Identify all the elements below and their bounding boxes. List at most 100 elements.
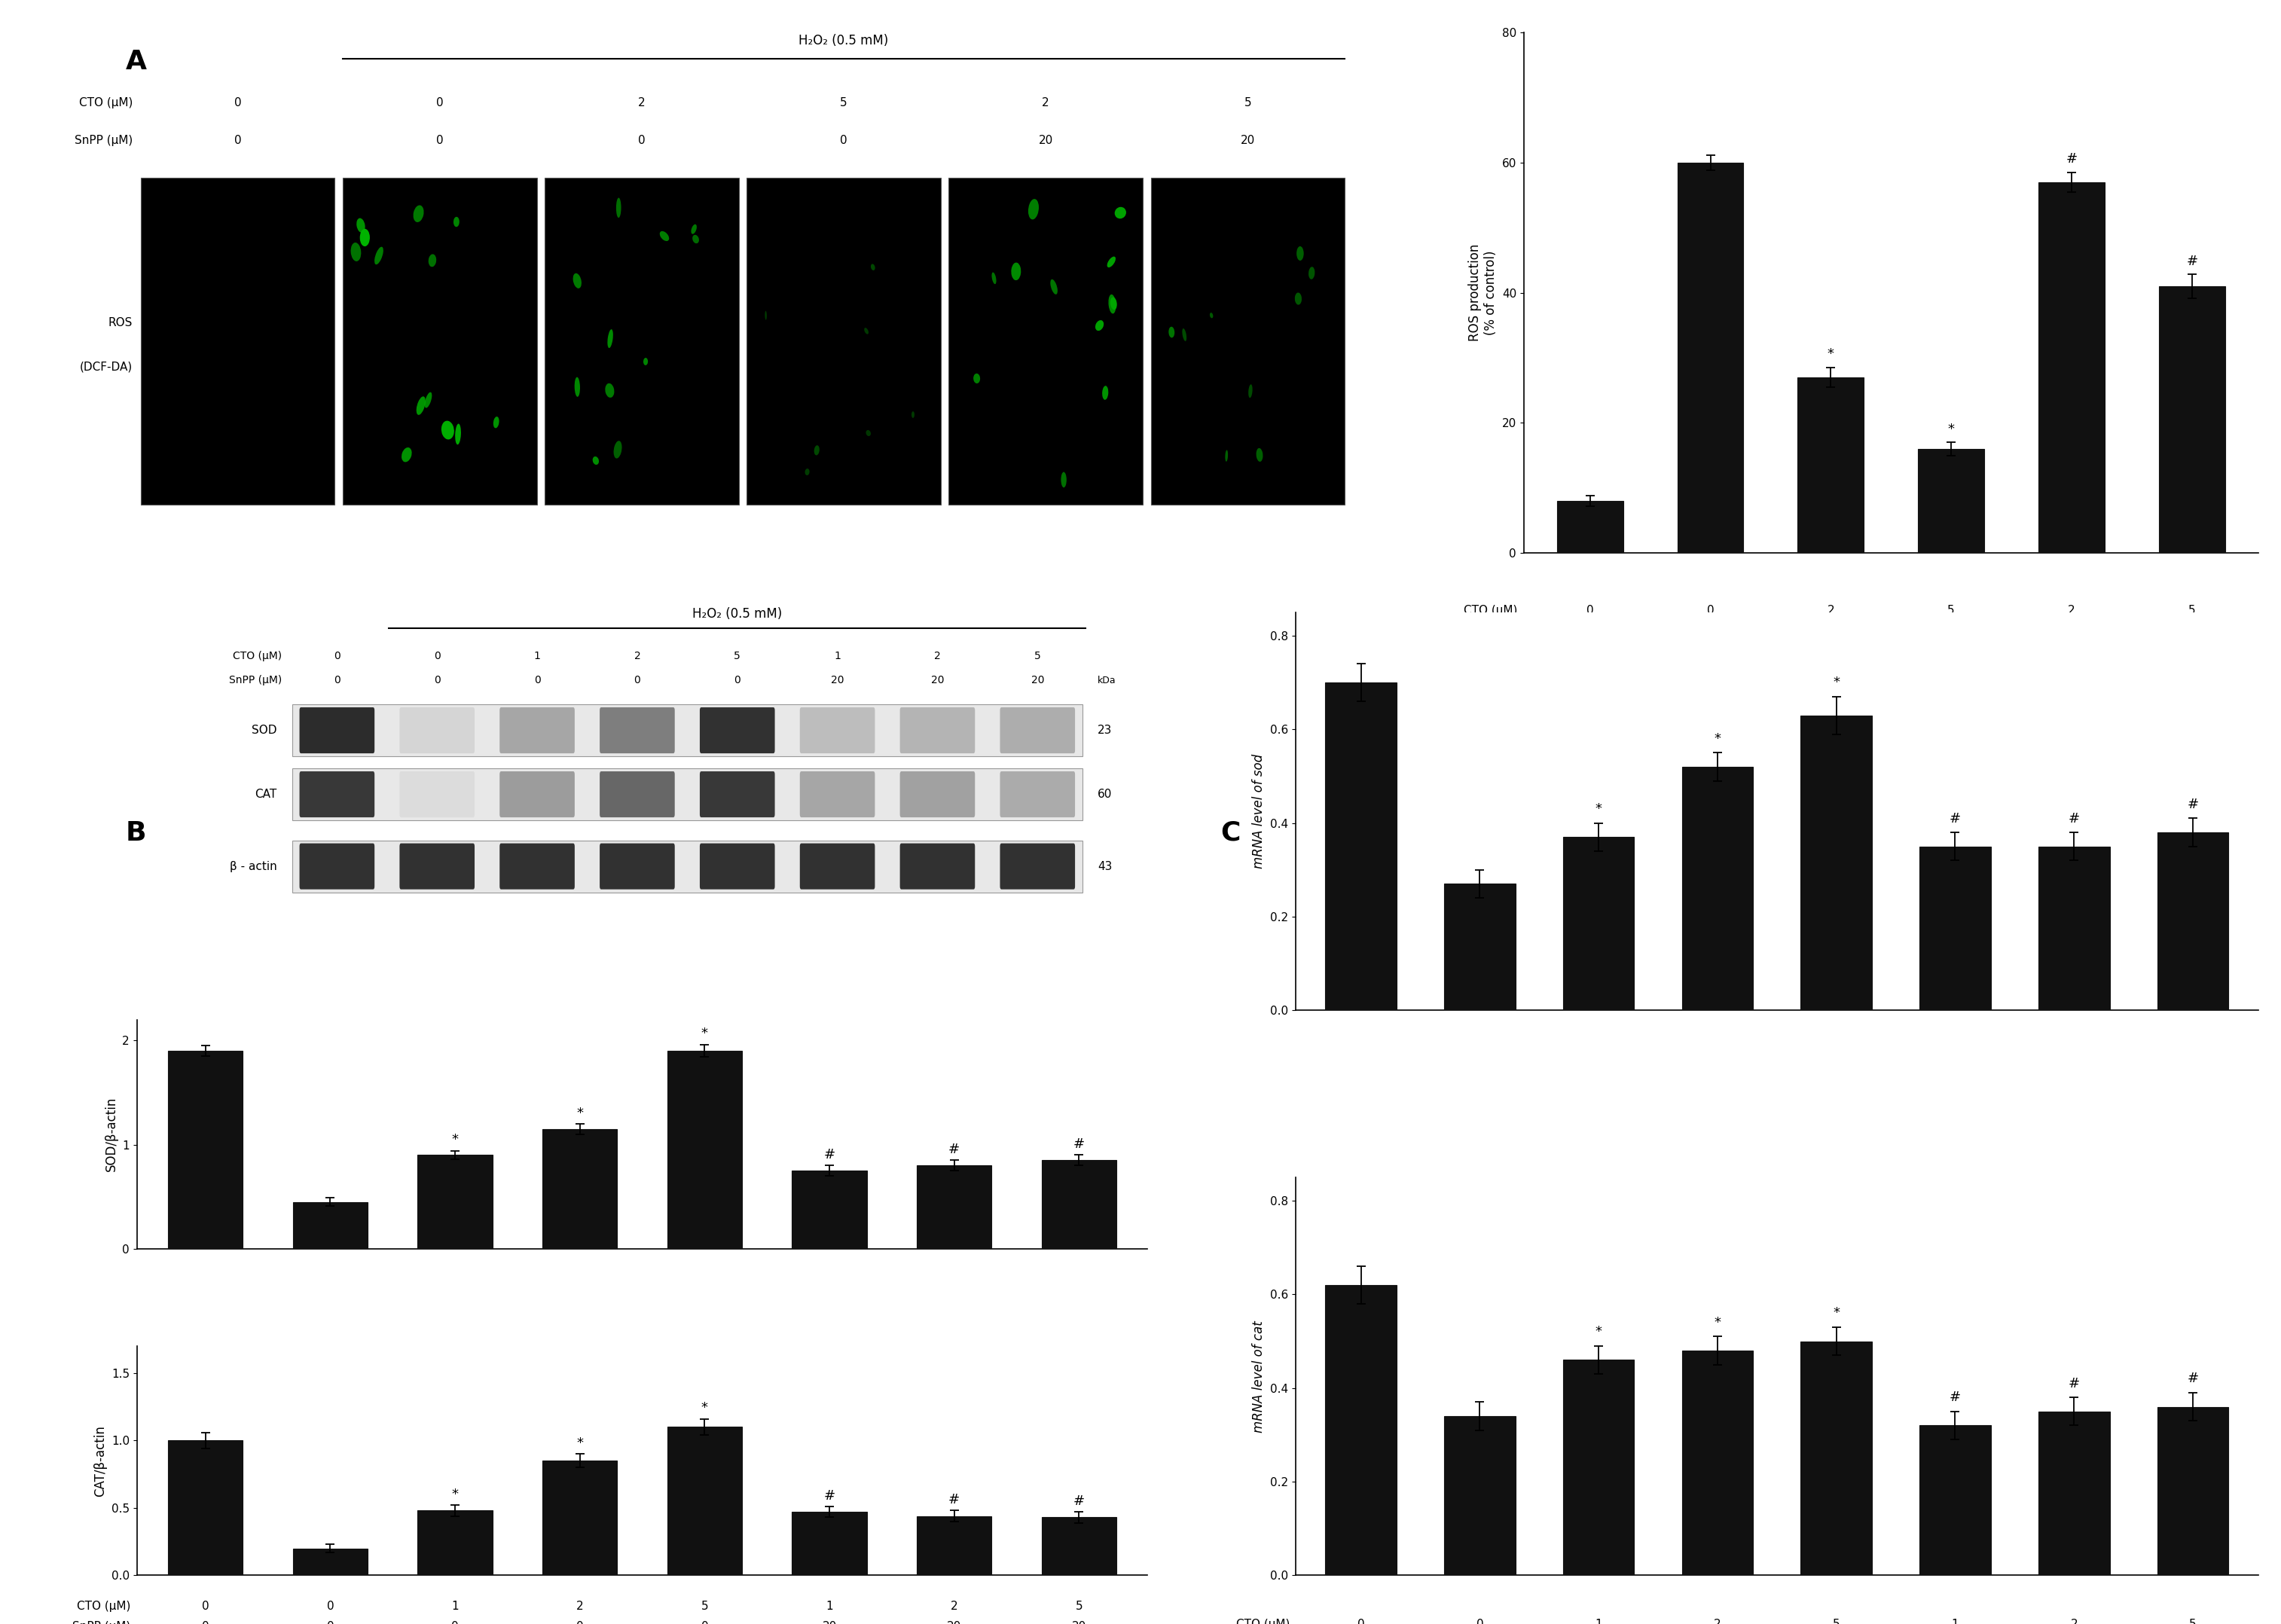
Text: *: *: [577, 1436, 584, 1450]
Bar: [1444, 883, 1515, 1010]
Text: 5: 5: [700, 1601, 707, 1611]
Text: 0: 0: [436, 135, 443, 146]
Bar: [1800, 715, 1873, 1010]
FancyBboxPatch shape: [901, 771, 974, 817]
Text: #: #: [1950, 1390, 1962, 1405]
Text: 0: 0: [333, 651, 340, 661]
Text: 1: 1: [835, 651, 842, 661]
Bar: [1558, 500, 1624, 554]
Text: 0: 0: [839, 135, 846, 146]
Text: 23: 23: [1097, 724, 1113, 736]
Ellipse shape: [1209, 313, 1213, 318]
Ellipse shape: [871, 265, 876, 270]
Ellipse shape: [1225, 450, 1227, 461]
Bar: [1325, 682, 1396, 1010]
Ellipse shape: [1106, 257, 1115, 268]
Text: #: #: [1950, 812, 1962, 825]
Text: 0: 0: [1827, 646, 1834, 658]
Text: 2: 2: [2069, 606, 2076, 617]
Text: 0: 0: [235, 135, 242, 146]
Text: 0: 0: [333, 676, 340, 685]
Text: #: #: [2187, 797, 2199, 810]
Text: 0: 0: [734, 676, 741, 685]
Text: *: *: [1713, 732, 1720, 745]
Text: 2: 2: [1042, 97, 1049, 109]
Text: 0: 0: [452, 1621, 458, 1624]
FancyBboxPatch shape: [801, 771, 876, 817]
Ellipse shape: [912, 411, 915, 417]
Text: 0: 0: [577, 1621, 584, 1624]
Text: 20: 20: [2185, 646, 2199, 658]
Ellipse shape: [867, 430, 871, 437]
Text: #: #: [2069, 1377, 2080, 1390]
FancyBboxPatch shape: [700, 708, 776, 754]
Text: #: #: [949, 1492, 960, 1507]
FancyBboxPatch shape: [801, 708, 876, 754]
Bar: [1562, 1359, 1633, 1575]
Ellipse shape: [1257, 448, 1264, 461]
Text: 0: 0: [1948, 646, 1955, 658]
Text: #: #: [823, 1489, 835, 1502]
Ellipse shape: [413, 205, 424, 222]
Text: 5: 5: [734, 651, 741, 661]
FancyBboxPatch shape: [299, 708, 374, 754]
Text: *: *: [700, 1402, 707, 1415]
FancyBboxPatch shape: [901, 843, 974, 890]
Text: H₂O₂ (0.5 mM): H₂O₂ (0.5 mM): [1850, 729, 1932, 741]
Text: 0: 0: [1706, 646, 1713, 658]
Text: 2: 2: [935, 651, 940, 661]
Ellipse shape: [864, 328, 869, 335]
Bar: [1444, 1416, 1515, 1575]
Text: 20: 20: [1038, 135, 1054, 146]
Text: *: *: [1834, 676, 1841, 690]
Bar: [1921, 1426, 1991, 1575]
Text: 20: 20: [1072, 1621, 1086, 1624]
Y-axis label: ROS production
(% of control): ROS production (% of control): [1469, 244, 1499, 341]
Bar: [1150, 177, 1344, 505]
Ellipse shape: [351, 242, 360, 261]
Bar: [917, 1166, 992, 1249]
Text: #: #: [1074, 1137, 1086, 1151]
Text: 0: 0: [1357, 1619, 1364, 1624]
Bar: [666, 1051, 741, 1249]
Bar: [417, 1510, 493, 1575]
Text: CTO (μM): CTO (μM): [1464, 606, 1517, 617]
Ellipse shape: [1296, 292, 1302, 305]
Text: #: #: [2067, 153, 2078, 166]
Text: 0: 0: [634, 676, 641, 685]
FancyBboxPatch shape: [600, 708, 675, 754]
Text: *: *: [452, 1134, 458, 1147]
Ellipse shape: [454, 218, 458, 227]
Text: 1: 1: [1953, 1619, 1959, 1624]
Ellipse shape: [1296, 247, 1305, 260]
Bar: [2158, 286, 2224, 554]
Ellipse shape: [992, 273, 997, 284]
Text: 0: 0: [201, 1621, 210, 1624]
Text: SOD: SOD: [251, 724, 276, 736]
Ellipse shape: [974, 374, 981, 383]
Bar: [2039, 182, 2105, 554]
Bar: [792, 1512, 867, 1575]
Text: 1: 1: [452, 1601, 458, 1611]
Ellipse shape: [1061, 473, 1068, 487]
Bar: [1800, 1341, 1873, 1575]
Ellipse shape: [643, 357, 648, 365]
Bar: [292, 1548, 367, 1575]
Bar: [292, 768, 1083, 820]
Ellipse shape: [693, 235, 698, 244]
Text: 20: 20: [1031, 676, 1045, 685]
Text: 5: 5: [2190, 1619, 2197, 1624]
Text: CTO (μM): CTO (μM): [1236, 1619, 1289, 1624]
Bar: [1325, 1285, 1396, 1575]
Y-axis label: mRNA level of sod: mRNA level of sod: [1252, 754, 1266, 869]
Text: 2: 2: [634, 651, 641, 661]
Text: 5: 5: [1033, 651, 1040, 661]
Bar: [746, 177, 940, 505]
Text: H₂O₂ (0.5 mM): H₂O₂ (0.5 mM): [693, 607, 782, 620]
FancyBboxPatch shape: [299, 843, 374, 890]
FancyBboxPatch shape: [999, 708, 1074, 754]
FancyBboxPatch shape: [399, 771, 474, 817]
Bar: [1677, 162, 1743, 554]
Ellipse shape: [659, 231, 668, 240]
Text: β - actin: β - actin: [230, 861, 276, 872]
